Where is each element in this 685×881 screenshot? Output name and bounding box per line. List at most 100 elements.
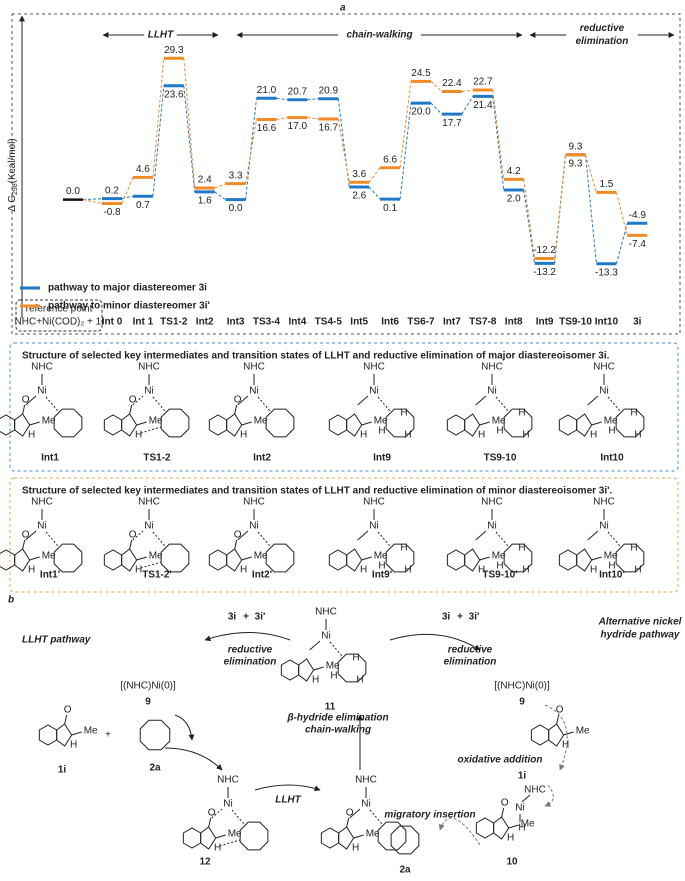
bond (377, 531, 391, 547)
atom-label: H (356, 675, 363, 686)
atom-label: H (330, 671, 337, 682)
atom-label: Me (149, 416, 163, 427)
benzene-ring (103, 414, 123, 436)
benzene-ring (475, 817, 495, 839)
compound-number: 9 (519, 697, 525, 708)
connector (337, 118, 350, 183)
atom-label: O (64, 705, 72, 716)
atom-label: H (518, 543, 525, 554)
connector (121, 177, 134, 204)
atom-label: Ni (369, 521, 378, 532)
atom-label: H (590, 565, 597, 576)
five-ring (226, 548, 243, 572)
bond (607, 396, 621, 412)
step-label: β-hydride elimination (286, 713, 388, 724)
connector (276, 97, 288, 101)
atom-label: O (22, 530, 30, 541)
compound-number: 12 (199, 857, 211, 868)
value-label: -7.4 (629, 239, 647, 250)
atom-label: H (378, 426, 385, 437)
connector (183, 58, 196, 189)
five-ring (493, 816, 510, 840)
minor-frame (9, 477, 679, 593)
connector (430, 81, 443, 92)
atom-label: Me (84, 726, 98, 737)
atom-label: H (518, 408, 525, 419)
connector (523, 179, 536, 259)
bond (475, 395, 487, 406)
x-tick-label: TS3-4 (253, 317, 281, 328)
atom-label: H (630, 543, 637, 554)
connector (368, 186, 381, 200)
compound-number: 1i (518, 771, 527, 782)
cyclooctene-ring (139, 719, 171, 751)
atom-label: NHC (355, 775, 377, 786)
x-tick-label: TS4-5 (315, 317, 343, 328)
atom-label: Ni (37, 386, 46, 397)
plus: + (105, 730, 111, 741)
value-label: 16.7 (319, 123, 339, 134)
atom-label: H (404, 430, 411, 441)
atom-label: NHC (31, 362, 53, 373)
bond (361, 421, 372, 426)
five-ring (14, 413, 31, 437)
reference-label: NHC+Ni(COD)₂ + 1i (15, 317, 104, 328)
bond (556, 714, 560, 725)
panel-label: b (8, 595, 14, 606)
reference-box (15, 299, 103, 332)
atom-label: H (400, 408, 407, 419)
atom-label: Ni (487, 521, 496, 532)
bond (357, 530, 369, 541)
value-label: 0.0 (66, 186, 80, 197)
arrow (164, 747, 223, 771)
connector (152, 85, 165, 197)
step-label: chain-walking (305, 725, 371, 736)
bond (495, 396, 509, 412)
value-label: 6.6 (383, 154, 397, 165)
value-label: 22.4 (442, 78, 462, 89)
value-label: 29.3 (164, 45, 184, 56)
benzene-ring (103, 549, 123, 571)
atom-label: O (22, 395, 30, 406)
x-tick-label: Int4 (289, 317, 307, 328)
cyclooctene-ring (615, 408, 645, 438)
atom-label: H (378, 561, 385, 572)
connector (492, 89, 505, 180)
connector (461, 89, 473, 92)
atom-label: H (522, 565, 529, 576)
value-label: -0.8 (103, 207, 121, 218)
bond (129, 404, 133, 415)
y-axis-label-part: Δ G (7, 195, 18, 212)
bond (136, 421, 147, 426)
structure-label: Int1' (40, 570, 60, 581)
reference-label: reference point (26, 304, 93, 315)
bond (587, 395, 599, 406)
benzene-ring (280, 659, 300, 681)
scheme-title: hydride pathway (601, 630, 680, 641)
value-label: 20.0 (411, 107, 431, 118)
bond (231, 809, 245, 825)
bond (234, 404, 238, 415)
bond (29, 421, 40, 426)
bond (313, 666, 324, 671)
scheme-title: Alternative nickel (598, 617, 682, 628)
bond (219, 839, 241, 847)
atom-label: Ni (599, 521, 608, 532)
atom-label: Ni (144, 521, 153, 532)
atom-label: H (28, 565, 35, 576)
value-label: 4.2 (507, 166, 521, 177)
arrow (174, 714, 195, 741)
atom-label: H (360, 430, 367, 441)
atom-label: H (496, 426, 503, 437)
y-axis-label-part: 298 (12, 183, 19, 195)
arrow (254, 784, 321, 792)
x-tick-label: Int7 (443, 317, 461, 328)
step-label: reductive (448, 645, 493, 656)
value-label: 21.4 (473, 100, 493, 111)
bond (591, 556, 602, 561)
catalyst-label: [(NHC)Ni(0)] (120, 681, 176, 692)
five-ring (576, 548, 593, 572)
five-ring (56, 723, 73, 747)
x-tick-label: TS6-7 (407, 317, 435, 328)
